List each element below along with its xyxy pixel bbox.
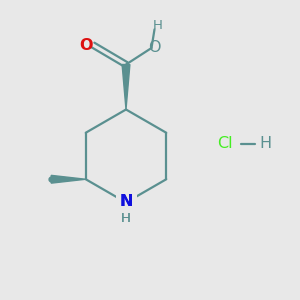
- Polygon shape: [51, 175, 86, 183]
- Text: H: H: [153, 19, 162, 32]
- Text: Cl: Cl: [217, 136, 233, 152]
- Text: O: O: [79, 38, 92, 52]
- Polygon shape: [122, 64, 130, 110]
- Text: H: H: [121, 212, 131, 225]
- Text: H: H: [121, 212, 131, 225]
- Text: N: N: [119, 194, 133, 208]
- Text: O: O: [148, 40, 160, 55]
- Text: N: N: [119, 194, 133, 208]
- Text: H: H: [260, 136, 272, 152]
- Bar: [116, 192, 136, 213]
